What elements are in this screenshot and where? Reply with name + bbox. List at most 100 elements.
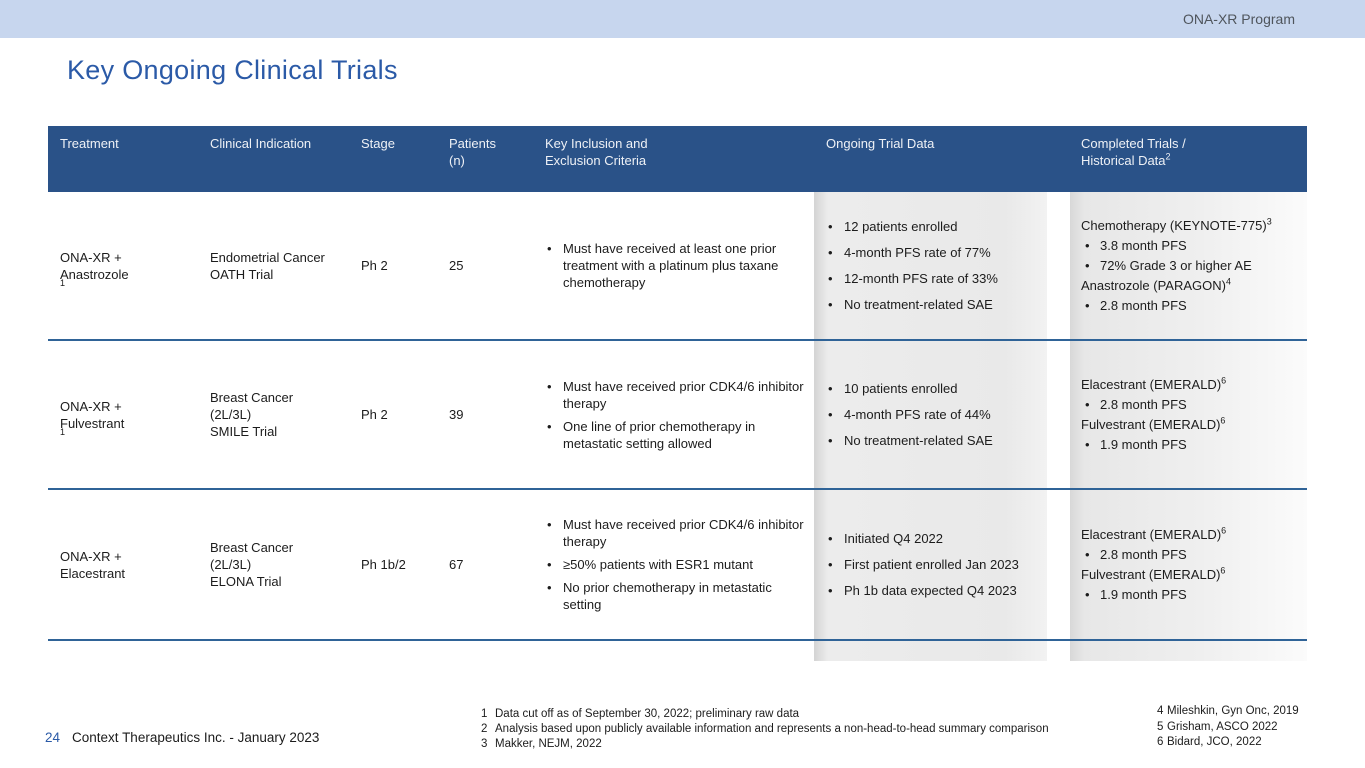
ongoing-bullet: Ph 1b data expected Q4 2023 bbox=[826, 582, 1064, 599]
cell-completed: Elacestrant (EMERALD)6 2.8 month PFS Fulve… bbox=[1070, 490, 1307, 639]
ongoing-bullet: 10 patients enrolled bbox=[826, 380, 1064, 397]
footer: 24 Context Therapeutics Inc. - January 20… bbox=[45, 730, 319, 745]
cell-ongoing: Initiated Q4 2022 First patient enrolled … bbox=[814, 490, 1070, 639]
completed-item: Elacestrant (EMERALD)6 bbox=[1081, 375, 1227, 392]
cell-indication: Endometrial Cancer OATH Trial bbox=[210, 249, 325, 282]
table-row: ONA-XR + Elacestrant Breast Cancer (2L/3L)… bbox=[48, 490, 1307, 641]
trials-table: Treatment Clinical Indication Stage Pati… bbox=[48, 126, 1307, 661]
cell-completed: Chemotherapy (KEYNOTE-775)3 3.8 month PFS… bbox=[1070, 192, 1307, 339]
footnote-number: 4 bbox=[1157, 705, 1164, 717]
completed-item: 2.8 month PFS bbox=[1081, 297, 1301, 314]
footnote: 1 Data cut off as of September 30, 2022;… bbox=[481, 707, 1049, 722]
completed-item: Fulvestrant (EMERALD)6 bbox=[1081, 415, 1226, 432]
footnote: 2 Analysis based upon publicly available… bbox=[481, 722, 1049, 737]
completed-list: Chemotherapy (KEYNOTE-775)3 3.8 month PFS… bbox=[1081, 214, 1301, 317]
footnote-number: 5 bbox=[1157, 720, 1164, 733]
ongoing-bullet: 4-month PFS rate of 77% bbox=[826, 244, 1064, 261]
completed-item: 1.9 month PFS bbox=[1081, 586, 1301, 603]
extension-spacer bbox=[1047, 641, 1070, 661]
cell-patients: 67 bbox=[449, 557, 464, 572]
criteria-bullet: ≥50% patients with ESR1 mutant bbox=[545, 556, 808, 573]
completed-item: 1.9 month PFS bbox=[1081, 436, 1301, 453]
ongoing-list: 12 patients enrolled 4-month PFS rate of … bbox=[826, 214, 1064, 317]
footnotes-right: 4 Mileshkin, Gyn Onc, 2019 5 Grisham, AS… bbox=[1157, 704, 1299, 751]
col-header-completed: Completed Trials / Historical Data2 bbox=[1081, 136, 1186, 168]
footnote: 4 Mileshkin, Gyn Onc, 2019 bbox=[1157, 704, 1299, 720]
completed-list: Elacestrant (EMERALD)6 2.8 month PFS Fulve… bbox=[1081, 523, 1301, 606]
col-header-ongoing: Ongoing Trial Data bbox=[826, 136, 935, 151]
ongoing-bullet: First patient enrolled Jan 2023 bbox=[826, 556, 1064, 573]
cell-criteria: Must have received at least one prior tr… bbox=[531, 192, 814, 339]
extension-completed-column bbox=[1070, 641, 1307, 661]
ongoing-bullet: 4-month PFS rate of 44% bbox=[826, 406, 1064, 423]
criteria-bullet: One line of prior chemotherapy in metast… bbox=[545, 418, 808, 452]
cell-patients: 25 bbox=[449, 258, 464, 273]
cell-patients: 39 bbox=[449, 407, 464, 422]
cell-stage: Ph 2 bbox=[361, 258, 388, 273]
col-header-treatment: Treatment bbox=[60, 136, 119, 151]
ongoing-bullet: 12 patients enrolled bbox=[826, 218, 1064, 235]
ongoing-bullet: No treatment-related SAE bbox=[826, 296, 1064, 313]
footnote-text: Grisham, ASCO 2022 bbox=[1167, 720, 1278, 733]
program-label: ONA-XR Program bbox=[1182, 11, 1295, 27]
ongoing-bullet: Initiated Q4 2022 bbox=[826, 530, 1064, 547]
footnote: 5 Grisham, ASCO 2022 bbox=[1157, 720, 1299, 736]
company-label: Context Therapeutics Inc. - January 2023 bbox=[72, 730, 320, 745]
cell-indication: Breast Cancer (2L/3L) SMILE Trial bbox=[210, 390, 294, 439]
criteria-bullet: Must have received prior CDK4/6 inhibito… bbox=[545, 516, 808, 550]
footnote-number: 2 bbox=[481, 723, 488, 735]
footnote-text: Makker, NEJM, 2022 bbox=[495, 738, 602, 750]
cell-ongoing: 10 patients enrolled 4-month PFS rate of … bbox=[814, 341, 1070, 488]
criteria-list: Must have received prior CDK4/6 inhibito… bbox=[545, 510, 808, 619]
cell-stage: Ph 1b/2 bbox=[361, 557, 406, 572]
cell-ongoing: 12 patients enrolled 4-month PFS rate of … bbox=[814, 192, 1070, 339]
completed-item: 2.8 month PFS bbox=[1081, 546, 1301, 563]
footnote-number: 3 bbox=[481, 738, 488, 750]
criteria-list: Must have received at least one prior tr… bbox=[545, 234, 808, 297]
completed-item: Fulvestrant (EMERALD)6 bbox=[1081, 565, 1226, 582]
ongoing-list: Initiated Q4 2022 First patient enrolled … bbox=[826, 526, 1064, 603]
table-header-row: Treatment Clinical Indication Stage Pati… bbox=[48, 126, 1307, 192]
table-gray-extension bbox=[48, 641, 1307, 661]
criteria-bullet: No prior chemotherapy in metastatic sett… bbox=[545, 579, 808, 613]
cell-treatment: ONA-XR + Anastrozole 1 bbox=[60, 249, 129, 288]
footnote-text: Analysis based upon publicly available i… bbox=[495, 723, 1049, 735]
cell-completed: Elacestrant (EMERALD)6 2.8 month PFS Fulve… bbox=[1070, 341, 1307, 488]
cell-treatment: ONA-XR + Fulvestrant 1 bbox=[60, 398, 125, 437]
ongoing-list: 10 patients enrolled 4-month PFS rate of … bbox=[826, 376, 1064, 453]
cell-criteria: Must have received prior CDK4/6 inhibito… bbox=[531, 490, 814, 639]
cell-stage: Ph 2 bbox=[361, 407, 388, 422]
criteria-bullet: Must have received at least one prior tr… bbox=[545, 240, 808, 291]
completed-item: Anastrozole (PARAGON)4 bbox=[1081, 276, 1231, 293]
table-row: ONA-XR + Fulvestrant 1 Breast Cancer (2L/3L… bbox=[48, 341, 1307, 490]
completed-item: 2.8 month PFS bbox=[1081, 396, 1301, 413]
cell-criteria: Must have received prior CDK4/6 inhibito… bbox=[531, 341, 814, 488]
footnote-text: Mileshkin, Gyn Onc, 2019 bbox=[1167, 705, 1299, 717]
col-header-patients: Patients (n) bbox=[449, 136, 496, 168]
ongoing-bullet: 12-month PFS rate of 33% bbox=[826, 270, 1064, 287]
cell-indication: Breast Cancer (2L/3L) ELONA Trial bbox=[210, 540, 294, 589]
extension-spacer bbox=[48, 641, 814, 661]
footnotes-center: 1 Data cut off as of September 30, 2022;… bbox=[481, 707, 1049, 752]
page-title: Key Ongoing Clinical Trials bbox=[67, 55, 398, 85]
criteria-list: Must have received prior CDK4/6 inhibito… bbox=[545, 372, 808, 458]
ongoing-bullet: No treatment-related SAE bbox=[826, 432, 1064, 449]
criteria-bullet: Must have received prior CDK4/6 inhibito… bbox=[545, 378, 808, 412]
top-banner: ONA-XR Program bbox=[0, 0, 1365, 38]
footnote: 6 Bidard, JCO, 2022 bbox=[1157, 735, 1299, 751]
col-header-criteria: Key Inclusion and Exclusion Criteria bbox=[545, 136, 648, 168]
footnote: 3 Makker, NEJM, 2022 bbox=[481, 737, 1049, 752]
table-row: ONA-XR + Anastrozole 1 Endometrial Cancer O… bbox=[48, 192, 1307, 341]
footnote-text: Data cut off as of September 30, 2022; p… bbox=[495, 708, 800, 720]
col-header-stage: Stage bbox=[361, 136, 395, 151]
completed-item: Elacestrant (EMERALD)6 bbox=[1081, 525, 1227, 542]
footnote-number: 1 bbox=[481, 708, 488, 720]
completed-item: 3.8 month PFS bbox=[1081, 237, 1301, 254]
cell-treatment: ONA-XR + Elacestrant bbox=[60, 548, 126, 581]
page-number: 24 bbox=[45, 730, 61, 745]
completed-list: Elacestrant (EMERALD)6 2.8 month PFS Fulve… bbox=[1081, 373, 1301, 456]
extension-ongoing-column bbox=[814, 641, 1047, 661]
completed-item: Chemotherapy (KEYNOTE-775)3 bbox=[1081, 216, 1272, 233]
footnote-text: Bidard, JCO, 2022 bbox=[1167, 736, 1262, 748]
